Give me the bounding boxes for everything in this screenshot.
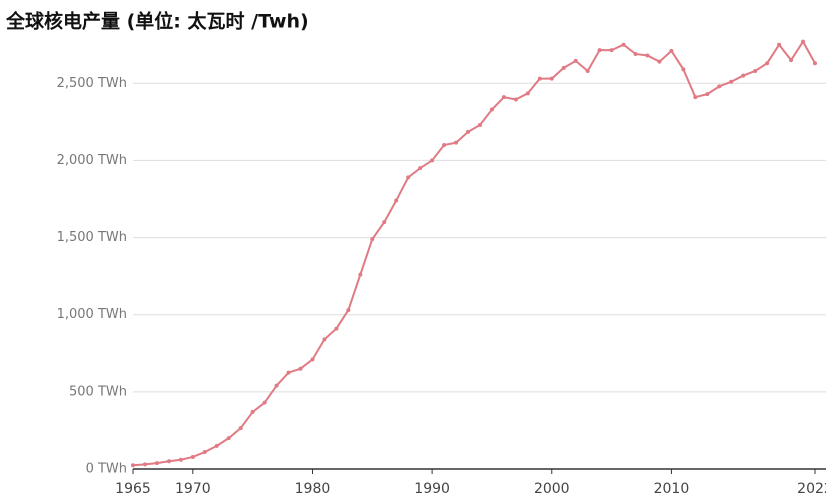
point bbox=[801, 39, 806, 44]
point bbox=[501, 95, 506, 100]
point bbox=[717, 84, 722, 89]
x-tick-label: 1970 bbox=[175, 481, 211, 497]
point bbox=[561, 65, 566, 70]
x-tick-label: 2022 bbox=[797, 481, 826, 497]
y-tick-label: 2,500 TWh bbox=[57, 76, 127, 91]
x-tick-label: 1980 bbox=[295, 481, 331, 497]
point bbox=[358, 272, 363, 277]
point bbox=[813, 61, 817, 66]
point bbox=[454, 140, 459, 145]
point bbox=[310, 357, 315, 362]
point bbox=[681, 67, 686, 72]
point bbox=[274, 383, 279, 388]
point bbox=[370, 237, 375, 242]
point bbox=[346, 308, 351, 313]
point bbox=[202, 450, 207, 455]
y-tick-label: 1,500 TWh bbox=[57, 230, 127, 245]
point bbox=[753, 68, 758, 73]
point bbox=[537, 76, 542, 81]
point bbox=[178, 457, 183, 462]
point bbox=[573, 58, 578, 63]
y-tick-label: 2,000 TWh bbox=[57, 153, 127, 168]
point bbox=[693, 95, 698, 100]
point bbox=[262, 400, 267, 405]
x-tick-label: 2010 bbox=[654, 481, 690, 497]
point bbox=[334, 326, 339, 331]
y-tick-label: 0 TWh bbox=[86, 462, 127, 477]
y-tick-label: 500 TWh bbox=[69, 384, 127, 399]
point bbox=[777, 42, 782, 47]
point bbox=[525, 91, 530, 96]
point bbox=[190, 454, 195, 459]
point bbox=[489, 107, 494, 112]
point bbox=[477, 122, 482, 127]
point bbox=[226, 436, 231, 441]
point bbox=[621, 42, 626, 47]
y-tick-label: 1,000 TWh bbox=[57, 307, 127, 322]
chart-title: 全球核电产量 (单位: 太瓦时 /Twh) bbox=[5, 10, 309, 33]
point bbox=[705, 92, 710, 97]
point bbox=[238, 426, 243, 431]
point bbox=[442, 143, 447, 147]
point bbox=[633, 51, 638, 56]
x-tick-label: 1990 bbox=[414, 481, 450, 497]
point bbox=[154, 461, 159, 466]
point bbox=[549, 76, 554, 81]
point bbox=[741, 73, 746, 78]
line bbox=[132, 39, 816, 467]
point bbox=[131, 463, 135, 468]
point bbox=[430, 158, 435, 163]
point bbox=[322, 337, 327, 342]
point bbox=[298, 366, 303, 371]
point bbox=[513, 97, 518, 102]
point bbox=[382, 220, 387, 225]
point bbox=[394, 198, 399, 203]
point bbox=[418, 166, 423, 171]
x-tick-label: 2000 bbox=[534, 481, 570, 497]
point bbox=[657, 59, 662, 64]
x-tick-label: 1965 bbox=[115, 481, 151, 497]
point bbox=[765, 61, 770, 66]
point bbox=[286, 370, 291, 375]
point bbox=[250, 409, 255, 414]
point bbox=[597, 48, 602, 53]
point bbox=[406, 175, 411, 180]
point bbox=[645, 53, 650, 58]
point bbox=[142, 462, 147, 467]
point bbox=[214, 443, 219, 448]
point bbox=[669, 48, 674, 53]
point bbox=[609, 48, 614, 53]
point bbox=[729, 79, 734, 84]
point bbox=[789, 58, 794, 63]
point bbox=[166, 459, 171, 464]
point bbox=[466, 129, 471, 134]
point bbox=[585, 68, 590, 73]
